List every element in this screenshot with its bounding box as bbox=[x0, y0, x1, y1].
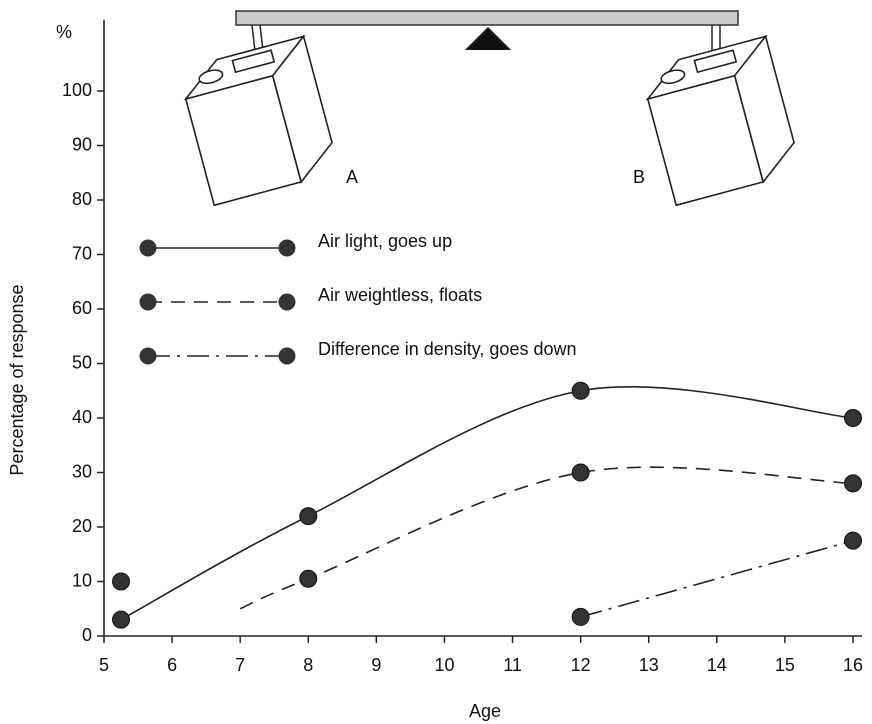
y-unit-label: % bbox=[56, 22, 72, 42]
legend-marker bbox=[278, 347, 296, 365]
legend-label: Air light, goes up bbox=[318, 231, 452, 251]
y-tick-label: 10 bbox=[72, 570, 92, 590]
legend-marker bbox=[139, 347, 157, 365]
x-tick-label: 15 bbox=[775, 655, 795, 675]
y-tick-label: 100 bbox=[62, 80, 92, 100]
legend-marker bbox=[139, 293, 157, 311]
x-axis-label: Age bbox=[469, 701, 501, 721]
marker bbox=[844, 474, 862, 493]
x-tick-label: 10 bbox=[434, 655, 454, 675]
x-tick-label: 16 bbox=[843, 655, 863, 675]
marker bbox=[112, 610, 131, 629]
marker bbox=[571, 463, 590, 482]
y-tick-label: 80 bbox=[72, 189, 92, 209]
x-tick-label: 9 bbox=[371, 655, 381, 675]
y-tick-label: 50 bbox=[72, 352, 92, 372]
series-line bbox=[120, 385, 854, 621]
series-line bbox=[239, 466, 854, 610]
marker bbox=[571, 381, 590, 400]
x-tick-label: 12 bbox=[571, 655, 591, 675]
x-tick-label: 13 bbox=[639, 655, 659, 675]
legend-label: Air weightless, floats bbox=[318, 285, 482, 305]
x-tick-label: 14 bbox=[707, 655, 727, 675]
can-label: A bbox=[346, 167, 358, 187]
y-tick-label: 30 bbox=[72, 461, 92, 481]
x-tick-label: 7 bbox=[235, 655, 245, 675]
marker bbox=[571, 607, 590, 626]
y-tick-label: 40 bbox=[72, 407, 92, 427]
x-tick-label: 8 bbox=[303, 655, 313, 675]
y-tick-label: 60 bbox=[72, 298, 92, 318]
marker bbox=[112, 572, 131, 591]
x-tick-label: 11 bbox=[503, 655, 522, 675]
y-tick-label: 90 bbox=[72, 134, 92, 154]
legend-label: Difference in density, goes down bbox=[318, 339, 577, 359]
legend-marker bbox=[278, 239, 296, 257]
y-tick-label: 70 bbox=[72, 243, 92, 263]
x-tick-label: 6 bbox=[167, 655, 177, 675]
series-line bbox=[580, 539, 854, 618]
legend-marker bbox=[278, 293, 296, 311]
legend-marker bbox=[139, 239, 157, 257]
marker bbox=[299, 569, 318, 588]
balance-illustration bbox=[183, 10, 795, 207]
y-axis-label: Percentage of response bbox=[7, 284, 27, 475]
marker bbox=[844, 409, 862, 427]
marker bbox=[844, 531, 862, 550]
marker bbox=[299, 507, 318, 526]
can-label: B bbox=[633, 167, 645, 187]
y-tick-label: 20 bbox=[72, 516, 92, 536]
y-tick-label: 0 bbox=[82, 625, 92, 645]
x-tick-label: 5 bbox=[99, 655, 109, 675]
